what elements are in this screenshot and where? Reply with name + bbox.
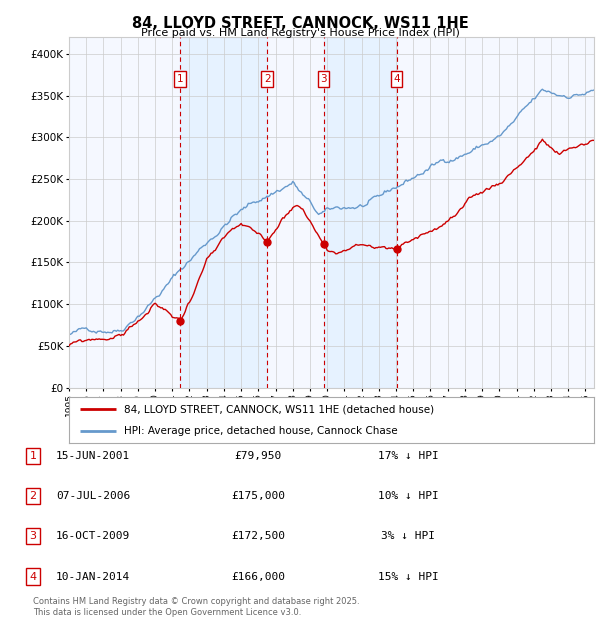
Text: 07-JUL-2006: 07-JUL-2006 <box>56 491 130 501</box>
Text: 15-JUN-2001: 15-JUN-2001 <box>56 451 130 461</box>
Text: Contains HM Land Registry data © Crown copyright and database right 2025.
This d: Contains HM Land Registry data © Crown c… <box>33 598 359 617</box>
Text: 4: 4 <box>393 74 400 84</box>
Text: £172,500: £172,500 <box>231 531 285 541</box>
Text: HPI: Average price, detached house, Cannock Chase: HPI: Average price, detached house, Cann… <box>124 426 398 436</box>
Text: 3% ↓ HPI: 3% ↓ HPI <box>381 531 435 541</box>
Text: 15% ↓ HPI: 15% ↓ HPI <box>377 572 439 582</box>
Text: £166,000: £166,000 <box>231 572 285 582</box>
Text: 3: 3 <box>320 74 327 84</box>
Text: 1: 1 <box>177 74 184 84</box>
Text: 10% ↓ HPI: 10% ↓ HPI <box>377 491 439 501</box>
Text: 10-JAN-2014: 10-JAN-2014 <box>56 572 130 582</box>
Text: 17% ↓ HPI: 17% ↓ HPI <box>377 451 439 461</box>
Text: 84, LLOYD STREET, CANNOCK, WS11 1HE (detached house): 84, LLOYD STREET, CANNOCK, WS11 1HE (det… <box>124 404 434 414</box>
Bar <box>180 37 267 387</box>
Text: 16-OCT-2009: 16-OCT-2009 <box>56 531 130 541</box>
Bar <box>323 37 397 387</box>
Text: Price paid vs. HM Land Registry's House Price Index (HPI): Price paid vs. HM Land Registry's House … <box>140 28 460 38</box>
Text: 84, LLOYD STREET, CANNOCK, WS11 1HE: 84, LLOYD STREET, CANNOCK, WS11 1HE <box>131 16 469 30</box>
Text: 2: 2 <box>264 74 271 84</box>
Text: 3: 3 <box>29 531 37 541</box>
Text: £175,000: £175,000 <box>231 491 285 501</box>
Text: £79,950: £79,950 <box>235 451 281 461</box>
Text: 2: 2 <box>29 491 37 501</box>
Text: 4: 4 <box>29 572 37 582</box>
Text: 1: 1 <box>29 451 37 461</box>
